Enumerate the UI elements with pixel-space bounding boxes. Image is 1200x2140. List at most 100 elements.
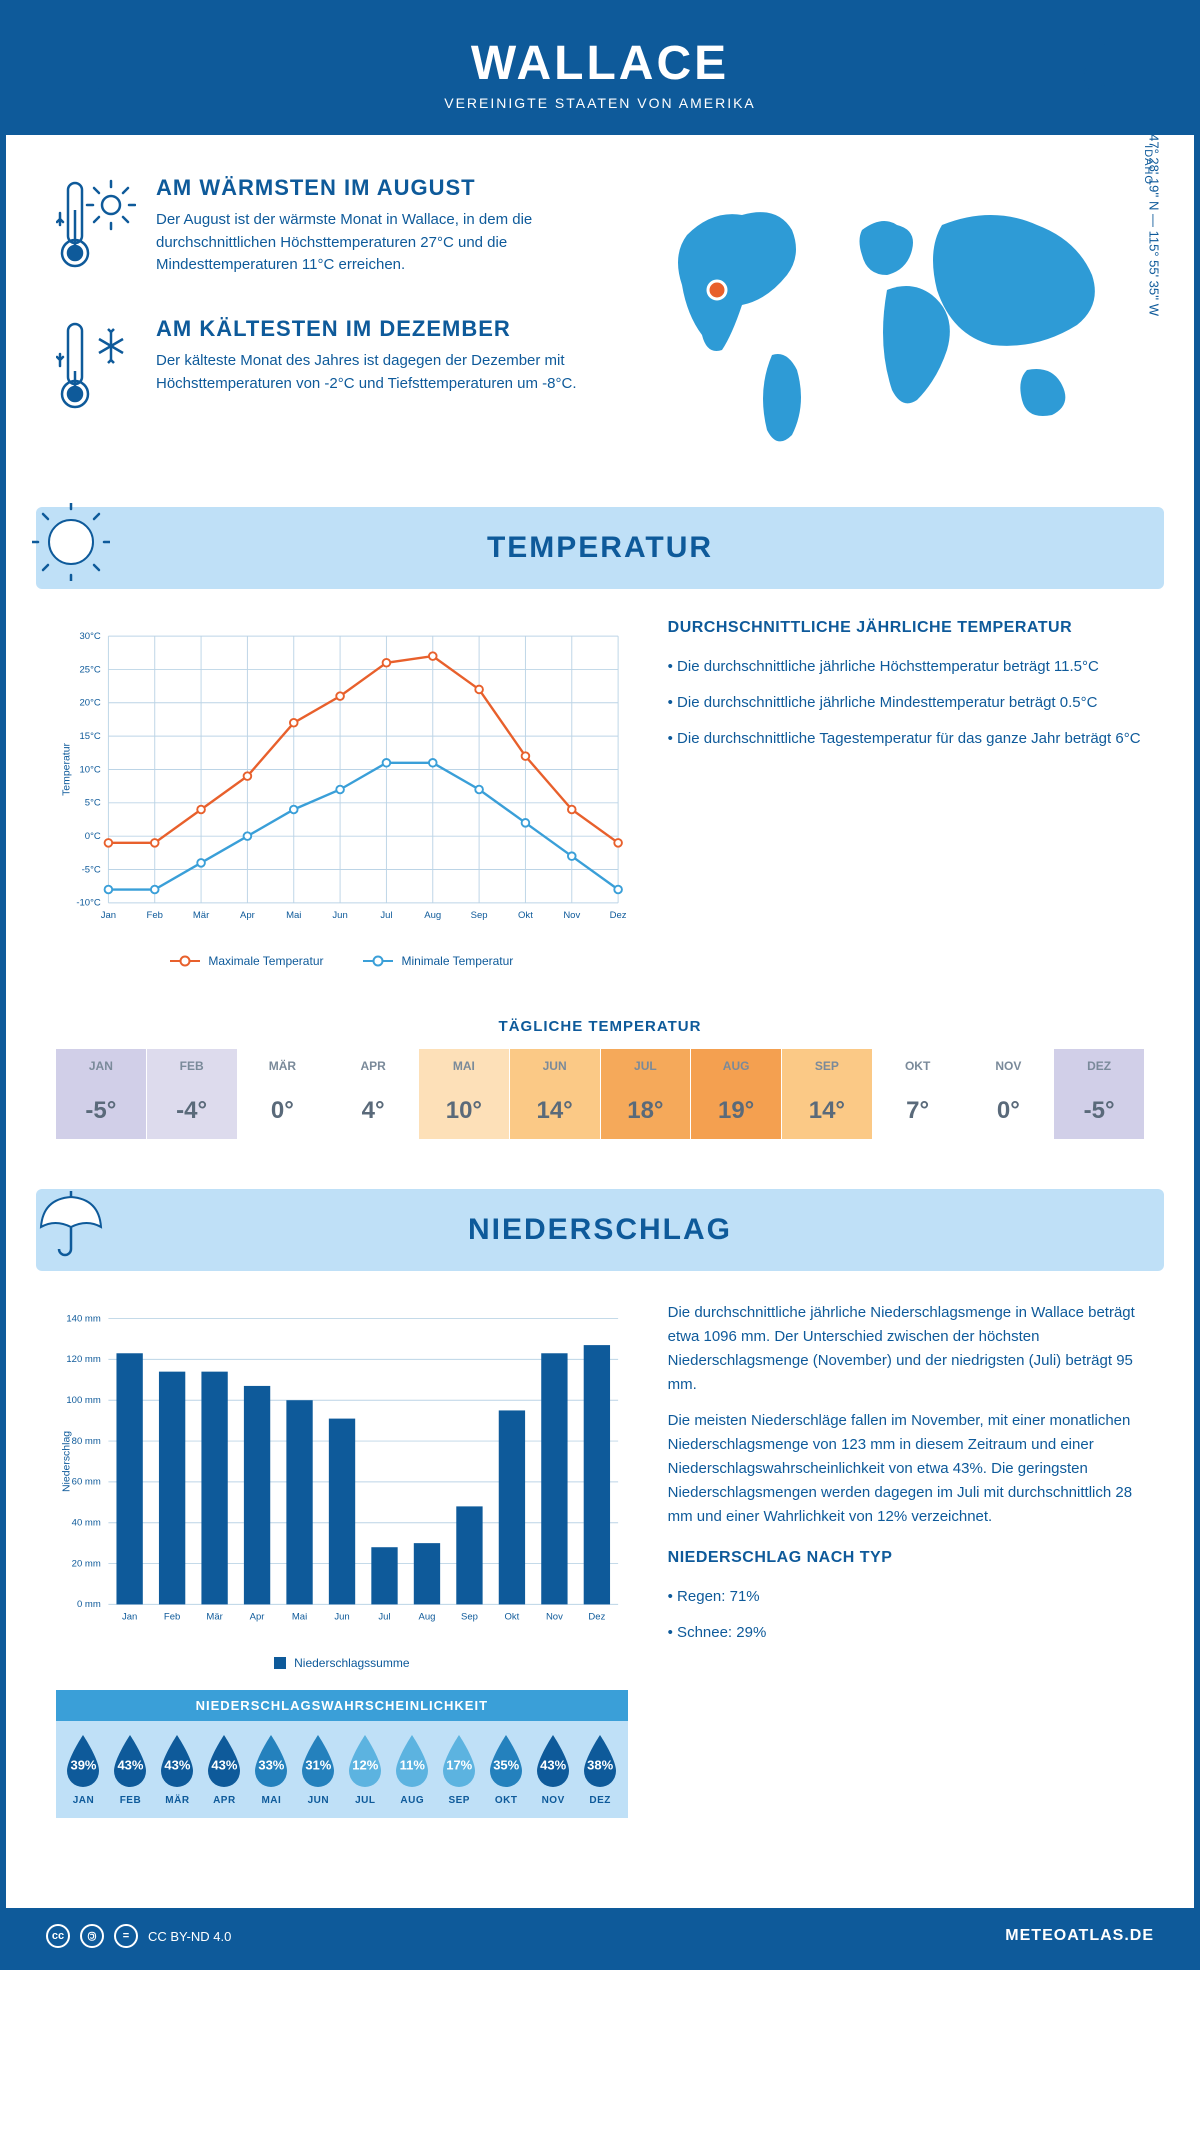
temp-chart-row: -10°C-5°C0°C5°C10°C15°C20°C25°C30°CJanFe…: [6, 589, 1194, 998]
cc-icon: cc: [46, 1924, 70, 1948]
wind-icon: [30, 20, 130, 100]
sun-icon: [32, 503, 110, 581]
temp-bullet: • Die durchschnittliche jährliche Mindes…: [668, 691, 1144, 715]
daily-temp-cell: FEB-4°: [147, 1049, 238, 1139]
daily-temp-cell: DEZ-5°: [1054, 1049, 1144, 1139]
daily-temp-cell: AUG19°: [691, 1049, 782, 1139]
thermometer-sun-icon: [56, 175, 136, 280]
umbrella-icon: [32, 1185, 110, 1263]
precip-p2: Die meisten Niederschläge fallen im Nove…: [668, 1409, 1144, 1529]
summary-text: AM WÄRMSTEN IM AUGUST Der August ist der…: [56, 175, 580, 457]
section-header-precip: NIEDERSCHLAG: [36, 1189, 1164, 1271]
precip-p1: Die durchschnittliche jährliche Niedersc…: [668, 1301, 1144, 1397]
temp-legend: Maximale Temperatur Minimale Temperatur: [56, 954, 628, 968]
wind-icon: [1070, 20, 1170, 100]
world-map-area: IDAHO 47° 28' 19'' N — 115° 55' 35'' W: [620, 175, 1144, 457]
svg-text:Jun: Jun: [332, 910, 347, 921]
svg-text:Jan: Jan: [122, 1612, 137, 1623]
svg-text:140 mm: 140 mm: [66, 1313, 100, 1324]
svg-text:Dez: Dez: [588, 1612, 605, 1623]
svg-text:Aug: Aug: [419, 1612, 436, 1623]
precip-type-bullet: • Schnee: 29%: [668, 1621, 1144, 1645]
svg-text:10°C: 10°C: [80, 764, 101, 775]
temp-text-heading: DURCHSCHNITTLICHE JÄHRLICHE TEMPERATUR: [668, 619, 1144, 637]
page-subtitle: VEREINIGTE STAATEN VON AMERIKA: [26, 95, 1174, 111]
daily-temp-cell: MÄR0°: [238, 1049, 329, 1139]
temp-bullet: • Die durchschnittliche Tagestemperatur …: [668, 727, 1144, 751]
svg-text:25°C: 25°C: [80, 664, 101, 675]
precip-prob-cell: 38%DEZ: [577, 1733, 624, 1806]
license-text: CC BY-ND 4.0: [148, 1929, 231, 1944]
svg-text:15°C: 15°C: [80, 731, 101, 742]
precip-prob-panel: NIEDERSCHLAGSWAHRSCHEINLICHKEIT 39%JAN43…: [56, 1690, 628, 1818]
svg-text:Aug: Aug: [424, 910, 441, 921]
daily-temp-cell: OKT7°: [873, 1049, 964, 1139]
precip-chart-row: 0 mm20 mm40 mm60 mm80 mm100 mm120 mm140 …: [6, 1271, 1194, 1868]
footer: cc 🄯 = CC BY-ND 4.0 METEOATLAS.DE: [6, 1908, 1194, 1964]
legend-max: Maximale Temperatur: [208, 954, 323, 968]
precip-summary-text: Die durchschnittliche jährliche Niedersc…: [668, 1301, 1144, 1838]
section-title: NIEDERSCHLAG: [468, 1213, 732, 1246]
infographic-root: WALLACE VEREINIGTE STAATEN VON AMERIKA A…: [0, 0, 1200, 1970]
daily-temp-cell: NOV0°: [964, 1049, 1055, 1139]
warmest-title: AM WÄRMSTEN IM AUGUST: [156, 175, 580, 201]
thermometer-snow-icon: [56, 316, 136, 421]
svg-text:Niederschlag: Niederschlag: [61, 1431, 72, 1492]
daily-temp-cell: JAN-5°: [56, 1049, 147, 1139]
precip-prob-cell: 43%FEB: [107, 1733, 154, 1806]
daily-temp-cell: SEP14°: [782, 1049, 873, 1139]
svg-text:Sep: Sep: [461, 1612, 478, 1623]
daily-temp-grid: JAN-5°FEB-4°MÄR0°APR4°MAI10°JUN14°JUL18°…: [56, 1049, 1144, 1139]
precip-prob-title: NIEDERSCHLAGSWAHRSCHEINLICHKEIT: [56, 1690, 628, 1721]
svg-text:Dez: Dez: [610, 910, 627, 921]
svg-text:Okt: Okt: [505, 1612, 520, 1623]
temp-line-chart: -10°C-5°C0°C5°C10°C15°C20°C25°C30°CJanFe…: [56, 619, 628, 968]
page-title: WALLACE: [26, 36, 1174, 91]
daily-temp-cell: JUN14°: [510, 1049, 601, 1139]
daily-temp-cell: APR4°: [328, 1049, 419, 1139]
site-name: METEOATLAS.DE: [1005, 1927, 1154, 1945]
svg-text:Feb: Feb: [164, 1612, 180, 1623]
precip-prob-cell: 17%SEP: [436, 1733, 483, 1806]
svg-text:Jun: Jun: [334, 1612, 349, 1623]
svg-text:Apr: Apr: [250, 1612, 266, 1623]
precip-legend: Niederschlagssumme: [56, 1656, 628, 1670]
svg-text:60 mm: 60 mm: [72, 1477, 101, 1488]
coldest-block: AM KÄLTESTEN IM DEZEMBER Der kälteste Mo…: [56, 316, 580, 421]
world-map: [620, 175, 1144, 455]
coldest-title: AM KÄLTESTEN IM DEZEMBER: [156, 316, 580, 342]
precip-prob-cell: 39%JAN: [60, 1733, 107, 1806]
daily-temp-title: TÄGLICHE TEMPERATUR: [6, 1018, 1194, 1035]
svg-text:30°C: 30°C: [80, 631, 101, 642]
svg-text:Feb: Feb: [147, 910, 163, 921]
svg-text:Nov: Nov: [563, 910, 580, 921]
license-block: cc 🄯 = CC BY-ND 4.0: [46, 1924, 231, 1948]
svg-text:0 mm: 0 mm: [77, 1599, 101, 1610]
legend-precip: Niederschlagssumme: [294, 1656, 409, 1670]
svg-text:-10°C: -10°C: [76, 898, 101, 909]
svg-text:120 mm: 120 mm: [66, 1354, 100, 1365]
legend-min: Minimale Temperatur: [401, 954, 513, 968]
nd-icon: =: [114, 1924, 138, 1948]
temp-bullet: • Die durchschnittliche jährliche Höchst…: [668, 655, 1144, 679]
summary-row: AM WÄRMSTEN IM AUGUST Der August ist der…: [6, 135, 1194, 487]
section-title: TEMPERATUR: [487, 531, 713, 564]
svg-text:Okt: Okt: [518, 910, 533, 921]
svg-text:Jul: Jul: [378, 1612, 390, 1623]
coordinates: 47° 28' 19'' N — 115° 55' 35'' W: [1147, 134, 1162, 316]
svg-text:20 mm: 20 mm: [72, 1558, 101, 1569]
svg-text:Jul: Jul: [380, 910, 392, 921]
svg-text:Apr: Apr: [240, 910, 256, 921]
precip-bar-chart: 0 mm20 mm40 mm60 mm80 mm100 mm120 mm140 …: [56, 1301, 628, 1838]
svg-text:Mär: Mär: [193, 910, 210, 921]
precip-prob-cell: 35%OKT: [483, 1733, 530, 1806]
svg-text:20°C: 20°C: [80, 698, 101, 709]
svg-text:Mär: Mär: [206, 1612, 223, 1623]
precip-prob-cell: 43%NOV: [530, 1733, 577, 1806]
by-icon: 🄯: [80, 1924, 104, 1948]
warmest-block: AM WÄRMSTEN IM AUGUST Der August ist der…: [56, 175, 580, 280]
daily-temp-cell: JUL18°: [601, 1049, 692, 1139]
precip-prob-cell: 31%JUN: [295, 1733, 342, 1806]
svg-text:Mai: Mai: [286, 910, 301, 921]
warmest-text: Der August ist der wärmste Monat in Wall…: [156, 209, 580, 277]
